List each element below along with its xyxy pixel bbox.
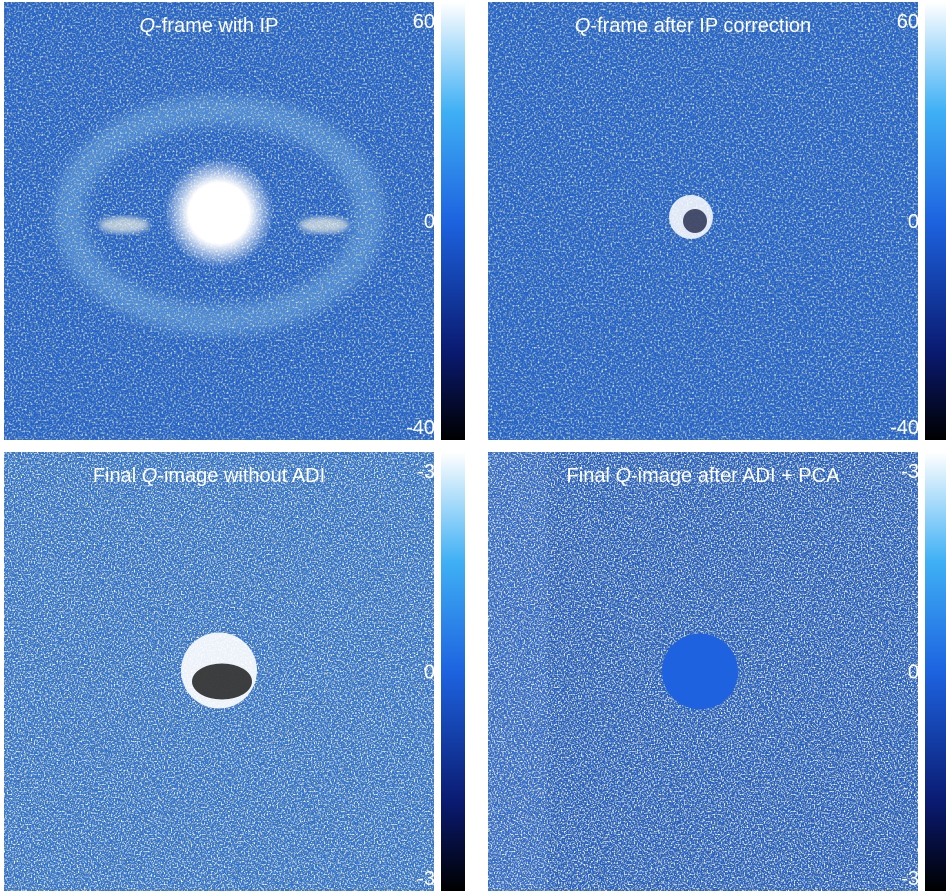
colorbar-label: 60 [413,11,435,33]
residual-dark [683,209,707,233]
colorbar [441,2,465,440]
title-part: -frame with IP [155,15,278,37]
colorbar-label: -3 [901,868,919,890]
colorbar [925,2,946,440]
colorbar-label: 0 [424,211,435,233]
title-part: Q [615,465,631,487]
colorbar [441,452,465,891]
title-part: Final [567,465,616,487]
colorbar-label: -3 [417,868,435,890]
mask [662,634,738,710]
colorbar-label: 0 [908,211,919,233]
title-part: Final [93,465,142,487]
colorbar-label: 0 [908,662,919,684]
colorbar-label: 0 [424,662,435,684]
panel-title: Final Q-image after ADI + PCA [567,465,841,487]
panel: Q-frame after IP correction 60 0 -40 [488,2,946,440]
title-part: -image without ADI [157,465,325,487]
title-part: Q [140,15,156,37]
panel: Q-frame with IP 60 0 -40 [4,2,465,440]
title-part: -image after ADI + PCA [631,465,840,487]
title-part: Q [142,465,158,487]
panel-title: Q-frame with IP [140,15,279,37]
colorbar-label: -3 [901,461,919,483]
colorbar [925,452,946,891]
colorbar-label: -40 [890,417,919,439]
panel-title: Q-frame after IP correction [575,15,811,37]
page: Q-frame with IP600-40Q-frame after IP co… [0,0,946,893]
residual-dark [192,664,252,700]
colorbar-label: -40 [406,417,435,439]
title-part: Q [575,15,591,37]
core [164,158,274,268]
panel-title: Final Q-image without ADI [93,465,325,487]
title-part: -frame after IP correction [590,15,811,37]
panel: Final Q-image without ADI -3 0 -3 [4,452,465,891]
panel: Final Q-image after ADI + PCA -3 0 -3 [488,452,946,891]
figure: Q-frame with IP600-40Q-frame after IP co… [0,0,946,893]
colorbar-label: 60 [897,11,919,33]
colorbar-label: -3 [417,461,435,483]
